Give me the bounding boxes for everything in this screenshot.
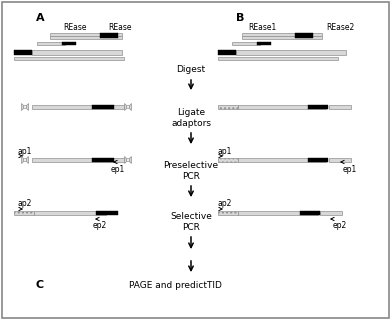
Text: B: B — [236, 13, 244, 23]
Bar — [34, 211, 106, 215]
Bar — [257, 42, 271, 44]
Text: ap1: ap1 — [218, 147, 232, 156]
Polygon shape — [124, 156, 127, 164]
Bar — [50, 33, 122, 36]
Bar — [329, 158, 351, 162]
Polygon shape — [26, 156, 29, 164]
Text: ep1: ep1 — [343, 164, 357, 173]
Bar — [32, 50, 122, 54]
Bar — [218, 105, 238, 109]
Text: Digest: Digest — [176, 66, 206, 75]
Bar — [308, 158, 328, 162]
Circle shape — [23, 106, 27, 108]
Text: REase1: REase1 — [248, 22, 276, 31]
Polygon shape — [129, 103, 131, 110]
Bar — [320, 211, 342, 215]
Bar — [37, 42, 65, 44]
Bar — [238, 105, 326, 109]
Bar — [14, 211, 34, 215]
Bar — [242, 33, 322, 36]
Bar — [218, 211, 238, 215]
Bar — [238, 211, 318, 215]
Bar — [308, 105, 328, 109]
Circle shape — [127, 106, 129, 108]
Polygon shape — [22, 156, 24, 164]
Text: REase: REase — [63, 22, 87, 31]
Bar — [236, 50, 346, 54]
Bar — [295, 33, 313, 38]
Text: ap2: ap2 — [18, 199, 32, 209]
Bar — [218, 158, 238, 162]
Text: A: A — [36, 13, 44, 23]
Polygon shape — [124, 103, 127, 110]
Bar — [242, 36, 322, 38]
Bar — [300, 211, 320, 215]
Polygon shape — [26, 103, 29, 110]
Bar — [32, 158, 124, 162]
Polygon shape — [129, 156, 131, 164]
Bar — [92, 158, 114, 162]
Text: REase: REase — [108, 22, 132, 31]
Bar — [62, 42, 76, 44]
Bar — [218, 50, 236, 54]
Bar — [100, 33, 118, 38]
Text: C: C — [36, 280, 44, 290]
Bar — [92, 105, 114, 109]
Text: REase2: REase2 — [326, 22, 354, 31]
Bar — [218, 57, 338, 60]
Bar — [238, 158, 326, 162]
Text: Ligate
adaptors: Ligate adaptors — [171, 108, 211, 128]
Text: Selective
PCR: Selective PCR — [170, 212, 212, 232]
Text: Preselective
PCR: Preselective PCR — [163, 161, 219, 181]
Text: ap1: ap1 — [18, 147, 32, 156]
Circle shape — [23, 159, 27, 161]
Text: ep2: ep2 — [333, 221, 347, 230]
Bar — [232, 42, 260, 44]
Polygon shape — [22, 103, 24, 110]
Text: PAGE and predictTID: PAGE and predictTID — [129, 281, 221, 290]
Text: ep2: ep2 — [93, 221, 107, 230]
Bar — [96, 211, 118, 215]
Bar — [329, 105, 351, 109]
Bar — [14, 57, 124, 60]
Bar — [14, 50, 32, 54]
Text: ap2: ap2 — [218, 199, 232, 209]
Bar — [32, 105, 124, 109]
Circle shape — [127, 159, 129, 161]
Text: ep1: ep1 — [111, 164, 125, 173]
Bar — [50, 36, 122, 38]
